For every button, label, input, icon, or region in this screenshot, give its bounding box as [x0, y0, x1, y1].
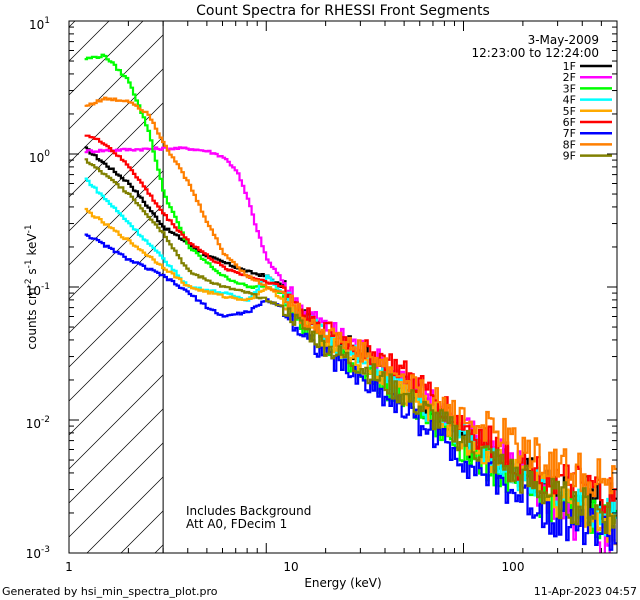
legend-label-9F: 9F: [563, 150, 576, 163]
x-tick-label-1: 1: [65, 560, 73, 574]
y-tick-label-1e1: 101: [29, 16, 50, 32]
date-label: 3-May-2009: [528, 33, 599, 47]
footer-timestamp: 11-Apr-2023 04:57: [534, 585, 637, 598]
hatch-line: [69, 238, 164, 334]
legend-label-4F: 4F: [563, 94, 576, 107]
hatch-line: [69, 34, 164, 130]
y-tick-label-1e-3: 10-3: [26, 545, 50, 561]
annotation-background: Includes Background: [186, 504, 311, 518]
spectra-series: [84, 53, 617, 553]
x-tick-label-100: 100: [502, 560, 525, 574]
hatch-line: [69, 442, 164, 538]
y-tick-exponent: -3: [41, 545, 50, 555]
y-tick-exponent: -2: [41, 415, 50, 425]
hatch-line: [69, 68, 164, 164]
y-tick-base: 10: [29, 18, 44, 32]
y-tick-label-1e-1: 10-1: [26, 282, 50, 298]
hatch-line: [69, 21, 144, 96]
y-tick-label-1e-2: 10-2: [26, 415, 50, 431]
hatch-line: [69, 408, 164, 504]
legend-label-3F: 3F: [563, 82, 576, 95]
hatch-line: [69, 204, 164, 300]
legend-label-5F: 5F: [563, 105, 576, 118]
y-axis-label: counts cm-2 s-1 keV-1: [24, 224, 39, 349]
chart-title: Count Spectra for RHESSI Front Segments: [196, 3, 490, 19]
legend-label-8F: 8F: [563, 138, 576, 151]
y-tick-base: 10: [29, 151, 44, 165]
y-tick-exponent: 1: [44, 16, 50, 26]
y-minor-ticks: [69, 20, 617, 554]
x-axis-label: Energy (keV): [304, 576, 381, 590]
y-tick-exponent: -1: [41, 282, 50, 292]
series-line-9F: [84, 158, 617, 534]
hatch-line: [69, 374, 164, 470]
time-range-label: 12:23:00 to 12:24:00: [472, 46, 599, 60]
y-tick-base: 10: [26, 284, 41, 298]
legend-label-1F: 1F: [563, 60, 576, 73]
legend-label-6F: 6F: [563, 116, 576, 129]
footer-generated-by: Generated by hsi_min_spectra_plot.pro: [2, 585, 218, 598]
series-line-8F: [84, 96, 617, 498]
x-tick-label-10: 10: [283, 560, 298, 574]
x-minor-ticks: [68, 21, 618, 553]
y-tick-base: 10: [26, 547, 41, 561]
legend-label-2F: 2F: [563, 71, 576, 84]
y-tick-base: 10: [26, 417, 41, 431]
legend-label-7F: 7F: [563, 127, 576, 140]
annotation-attenuator: Att A0, FDecim 1: [186, 517, 287, 531]
y-tick-exponent: 0: [44, 149, 50, 159]
y-tick-label-1e0: 100: [29, 149, 50, 165]
